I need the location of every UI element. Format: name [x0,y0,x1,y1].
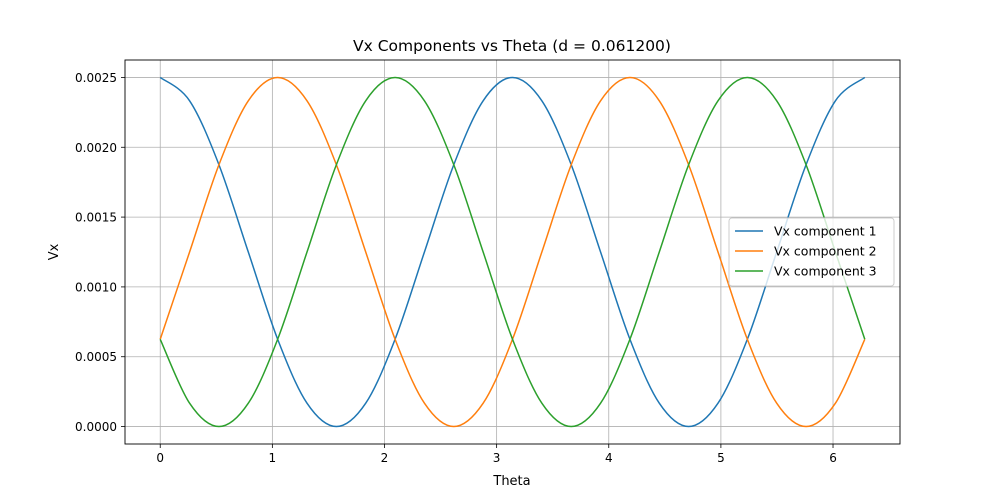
x-tick-label: 6 [829,451,837,465]
y-axis-ticks: 0.0000 0.0005 0.0010 0.0015 0.0020 0.0025 [75,71,125,434]
x-tick-label: 4 [605,451,613,465]
y-tick-label: 0.0015 [75,211,117,225]
legend-label-3: Vx component 3 [774,264,877,279]
legend-label-1: Vx component 1 [774,224,877,239]
y-tick-label: 0.0000 [75,420,117,434]
series-line-3 [159,76,866,428]
x-tick-label: 1 [269,451,277,465]
x-axis-label: Theta [492,474,530,489]
y-tick-label: 0.0020 [75,141,117,155]
legend-box [728,217,895,287]
plot-frame [124,59,901,445]
legend: Vx component 1 Vx component 2 Vx component… [728,217,895,287]
y-tick-label: 0.0025 [75,71,117,85]
x-tick-label: 0 [156,451,164,465]
chart-title: Vx Components vs Theta (d = 0.061200) [353,37,671,55]
x-tick-label: 5 [717,451,725,465]
y-axis-label: Vx [47,243,62,260]
y-tick-label: 0.0010 [75,280,117,294]
legend-label-2: Vx component 2 [774,244,877,259]
y-tick-label: 0.0005 [75,350,117,364]
x-tick-label: 3 [493,451,501,465]
series-lines [159,76,866,428]
x-axis-ticks: 0 1 2 3 4 5 6 [156,444,837,465]
x-tick-label: 2 [381,451,389,465]
